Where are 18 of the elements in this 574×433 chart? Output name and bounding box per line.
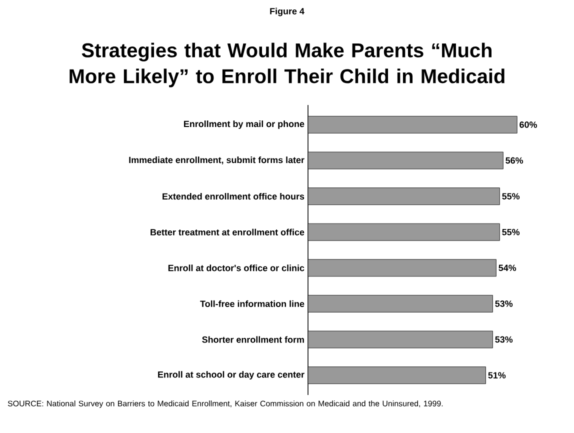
y-tick-label: Shorter enrollment form — [202, 336, 304, 343]
y-tick-label: Enroll at school or day care center — [158, 371, 304, 380]
data-label: 55% — [502, 193, 520, 200]
data-label: 55% — [502, 228, 520, 236]
y-tick-label: Enrollment by mail or phone — [184, 120, 304, 129]
y-tick-label: Better treatment at enrollment office — [150, 228, 304, 236]
data-label: 54% — [498, 264, 516, 272]
y-tick-label: Immediate enrollment, submit forms later — [129, 156, 304, 164]
data-label: 53% — [495, 300, 513, 307]
data-label: 53% — [495, 336, 513, 343]
y-tick-label: Enroll at doctor's office or clinic — [168, 264, 304, 272]
y-tick-label: Toll-free information line — [200, 300, 304, 307]
chart-title: Strategies that Would Make Parents “Much More Likely” to Enroll Their Child in Medicaid — [70, 42, 504, 88]
data-label: 56% — [506, 157, 524, 164]
data-label: 60% — [520, 122, 537, 128]
data-label: 51% — [488, 372, 506, 378]
y-tick-label: Extended enrollment office hours — [162, 192, 304, 200]
chart-subtitle: Figure 4 — [270, 8, 304, 16]
